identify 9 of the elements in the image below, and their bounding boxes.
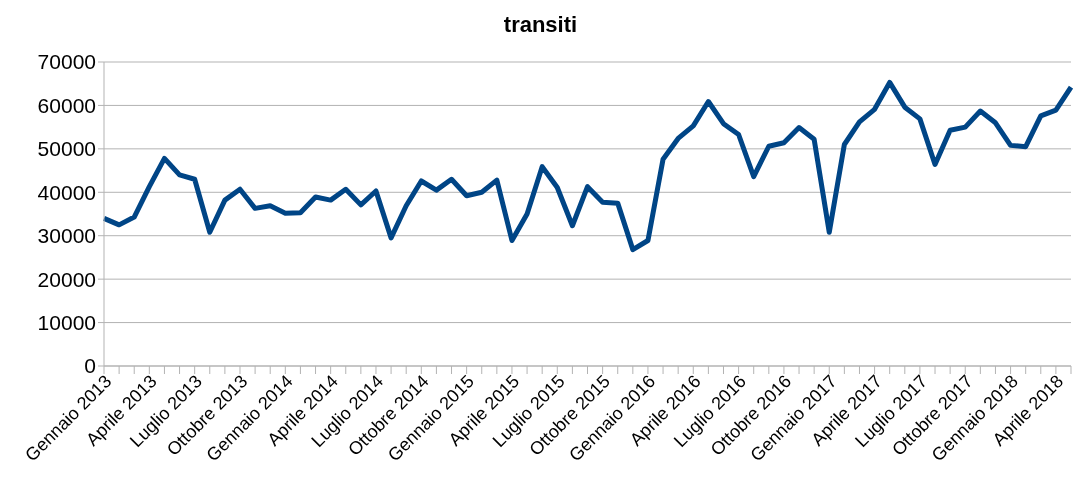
y-tick-label: 30000: [37, 224, 96, 248]
y-tick-label: 60000: [37, 93, 96, 117]
y-tick-label: 20000: [37, 267, 96, 291]
y-tick-label: 40000: [37, 180, 96, 204]
y-tick-label: 50000: [37, 137, 96, 161]
y-tick-label: 0: [84, 354, 96, 378]
chart-title: transiti: [502, 11, 579, 39]
y-tick-label: 70000: [37, 50, 96, 74]
y-tick-label: 10000: [37, 311, 96, 335]
